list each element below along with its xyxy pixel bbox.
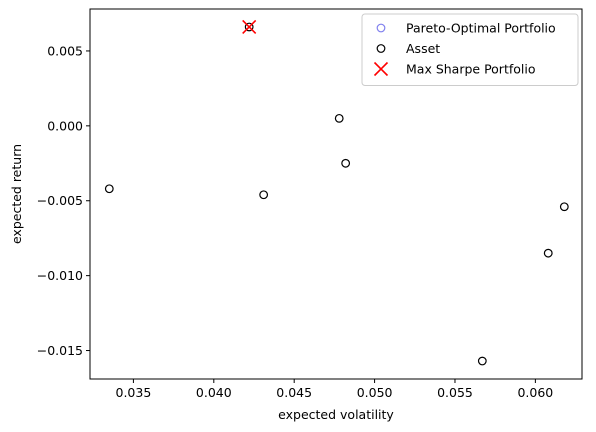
x-axis-label: expected volatility — [278, 407, 394, 422]
asset-point — [334, 113, 344, 123]
legend-marker — [373, 61, 389, 77]
series-asset — [104, 22, 569, 366]
y-tick-label: 0.000 — [47, 118, 83, 133]
series-max-sharpe-portfolio — [242, 19, 257, 35]
legend-item: Asset — [376, 41, 440, 56]
y-tick-label: −0.010 — [37, 268, 83, 283]
legend-label: Pareto-Optimal Portfolio — [406, 21, 556, 36]
x-tick-label: 0.035 — [116, 385, 152, 400]
plot-area — [89, 8, 583, 380]
x-tick-label: 0.045 — [276, 385, 312, 400]
y-tick-label: −0.015 — [37, 343, 83, 358]
plot-frame — [89, 8, 583, 380]
y-tick-label: 0.005 — [47, 43, 83, 58]
asset-point — [543, 248, 553, 258]
legend-marker — [376, 23, 386, 33]
x-tick-label: 0.055 — [437, 385, 473, 400]
asset-point — [259, 190, 269, 200]
x-axis: 0.035 0.040 0.045 0.050 0.055 0.060 — [116, 379, 553, 400]
legend-label: Max Sharpe Portfolio — [406, 62, 536, 77]
legend-box — [361, 13, 579, 86]
x-tick-label: 0.040 — [196, 385, 232, 400]
legend-item: Max Sharpe Portfolio — [373, 61, 536, 77]
legend: Pareto-Optimal Portfolio Asset Max Sharpe … — [361, 13, 579, 86]
max-sharpe-point — [242, 19, 257, 35]
asset-point — [559, 202, 569, 212]
y-axis: 0.005 0.000 −0.005 −0.010 −0.015 — [37, 43, 90, 358]
legend-marker — [376, 44, 386, 53]
asset-point — [104, 184, 114, 194]
x-tick-label: 0.050 — [357, 385, 393, 400]
asset-point — [477, 356, 487, 366]
legend-item: Pareto-Optimal Portfolio — [376, 21, 556, 36]
asset-point — [244, 22, 254, 32]
y-tick-label: −0.005 — [37, 193, 83, 208]
x-tick-label: 0.060 — [517, 385, 553, 400]
asset-point — [341, 158, 351, 168]
y-axis-label: expected return — [9, 144, 24, 244]
legend-label: Asset — [406, 41, 440, 56]
